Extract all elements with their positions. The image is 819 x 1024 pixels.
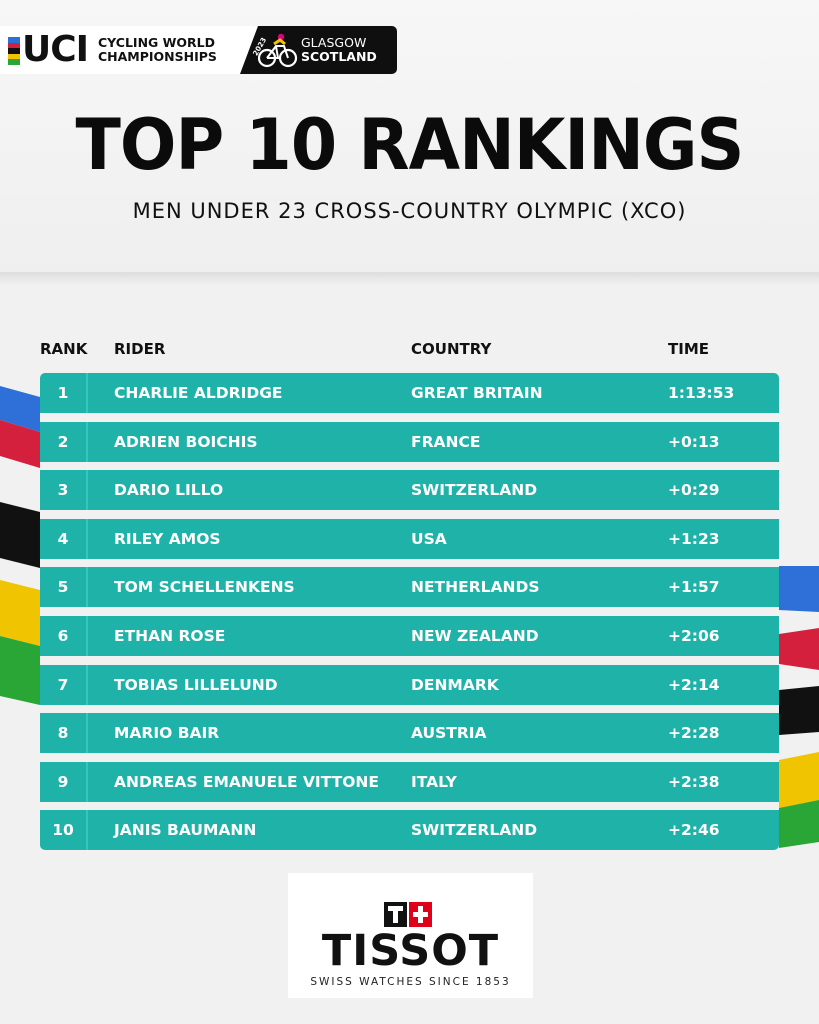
column-header-rank: RANK — [40, 340, 88, 358]
row-divider — [86, 713, 88, 753]
stripe-yellow-left — [0, 580, 40, 646]
time-cell: +0:29 — [668, 481, 720, 499]
stripe-black-left — [0, 502, 40, 568]
rank-cell: 9 — [57, 773, 69, 791]
table-row: 8 MARIO BAIR AUSTRIA +2:28 — [40, 713, 779, 753]
sponsor-logo-box — [288, 873, 533, 998]
row-divider — [86, 422, 88, 462]
page-title: TOP 10 RANKINGS — [75, 104, 745, 186]
row-divider — [86, 470, 88, 510]
sponsor-brand: TISSOT — [321, 926, 500, 976]
rank-cell: 8 — [57, 724, 69, 742]
country-cell: NEW ZEALAND — [411, 627, 539, 645]
table-row: 4 RILEY AMOS USA +1:23 — [40, 519, 779, 559]
table-row: 1 CHARLIE ALDRIDGE GREAT BRITAIN 1:13:53 — [40, 373, 779, 413]
row-divider — [86, 665, 88, 705]
time-cell: +2:38 — [668, 773, 720, 791]
cyclist-icon: 2023 — [252, 33, 298, 68]
host-name: GLASGOW SCOTLAND — [301, 36, 377, 64]
host-name-line2: SCOTLAND — [301, 49, 377, 64]
country-cell: SWITZERLAND — [411, 481, 538, 499]
country-cell: GREAT BRITAIN — [411, 384, 543, 402]
row-divider — [86, 519, 88, 559]
uci-logo-text: UCI — [22, 29, 89, 70]
country-cell: SWITZERLAND — [411, 821, 538, 839]
event-name-line1: CYCLING WORLD — [98, 35, 216, 50]
time-cell: +2:46 — [668, 821, 720, 839]
rider-cell: ANDREAS EMANUELE VITTONE — [114, 773, 379, 791]
stripe-yellow-right — [779, 752, 819, 808]
row-divider — [86, 373, 88, 413]
table-row: 10 JANIS BAUMANN SWITZERLAND +2:46 — [40, 810, 779, 850]
rank-cell: 4 — [57, 530, 69, 548]
row-divider — [86, 616, 88, 656]
time-cell: 1:13:53 — [668, 384, 735, 402]
rider-cell: MARIO BAIR — [114, 724, 220, 742]
tissot-cross-icon — [384, 902, 432, 927]
table-row: 3 DARIO LILLO SWITZERLAND +0:29 — [40, 470, 779, 510]
table-row: 6 ETHAN ROSE NEW ZEALAND +2:06 — [40, 616, 779, 656]
rider-cell: CHARLIE ALDRIDGE — [114, 384, 283, 402]
stripe-black-right — [779, 686, 819, 735]
row-divider — [86, 762, 88, 802]
time-cell: +2:06 — [668, 627, 720, 645]
rider-cell: ETHAN ROSE — [114, 627, 226, 645]
event-name: CYCLING WORLD CHAMPIONSHIPS — [98, 36, 217, 64]
table-row: 2 ADRIEN BOICHIS FRANCE +0:13 — [40, 422, 779, 462]
stripe-red-left — [0, 420, 40, 468]
stripe-green-right — [779, 800, 819, 848]
column-header-country: COUNTRY — [411, 340, 492, 358]
country-cell: FRANCE — [411, 433, 481, 451]
host-name-line1: GLASGOW — [301, 35, 367, 50]
rank-cell: 1 — [57, 384, 69, 402]
time-cell: +1:57 — [668, 578, 720, 596]
country-cell: AUSTRIA — [411, 724, 487, 742]
rider-cell: DARIO LILLO — [114, 481, 224, 499]
rider-cell: TOM SCHELLENKENS — [114, 578, 295, 596]
country-cell: ITALY — [411, 773, 457, 791]
rider-cell: JANIS BAUMANN — [114, 821, 257, 839]
country-cell: USA — [411, 530, 447, 548]
event-name-line2: CHAMPIONSHIPS — [98, 49, 217, 64]
time-cell: +2:28 — [668, 724, 720, 742]
time-cell: +0:13 — [668, 433, 720, 451]
rank-cell: 7 — [57, 676, 69, 694]
rank-cell: 6 — [57, 627, 69, 645]
rank-cell: 3 — [57, 481, 69, 499]
header-shadow — [0, 272, 819, 286]
rider-cell: ADRIEN BOICHIS — [114, 433, 258, 451]
stripe-red-right — [779, 628, 819, 670]
uci-rainbow-icon — [8, 37, 20, 65]
column-header-rider: RIDER — [114, 340, 166, 358]
table-row: 5 TOM SCHELLENKENS NETHERLANDS +1:57 — [40, 567, 779, 607]
rider-cell: TOBIAS LILLELUND — [114, 676, 278, 694]
row-divider — [86, 567, 88, 607]
country-cell: DENMARK — [411, 676, 499, 694]
stripe-blue-right — [779, 566, 819, 612]
rank-cell: 10 — [52, 821, 74, 839]
column-header-time: TIME — [668, 340, 709, 358]
sponsor-tagline: SWISS WATCHES SINCE 1853 — [310, 976, 511, 988]
row-divider — [86, 810, 88, 850]
country-cell: NETHERLANDS — [411, 578, 540, 596]
time-cell: +2:14 — [668, 676, 720, 694]
rank-cell: 2 — [57, 433, 69, 451]
stripe-blue-left — [0, 386, 40, 432]
page-subtitle: MEN UNDER 23 CROSS-COUNTRY OLYMPIC (XCO) — [132, 199, 687, 223]
rank-cell: 5 — [57, 578, 69, 596]
rider-cell: RILEY AMOS — [114, 530, 221, 548]
time-cell: +1:23 — [668, 530, 720, 548]
stripe-green-left — [0, 636, 40, 705]
table-row: 9 ANDREAS EMANUELE VITTONE ITALY +2:38 — [40, 762, 779, 802]
table-row: 7 TOBIAS LILLELUND DENMARK +2:14 — [40, 665, 779, 705]
